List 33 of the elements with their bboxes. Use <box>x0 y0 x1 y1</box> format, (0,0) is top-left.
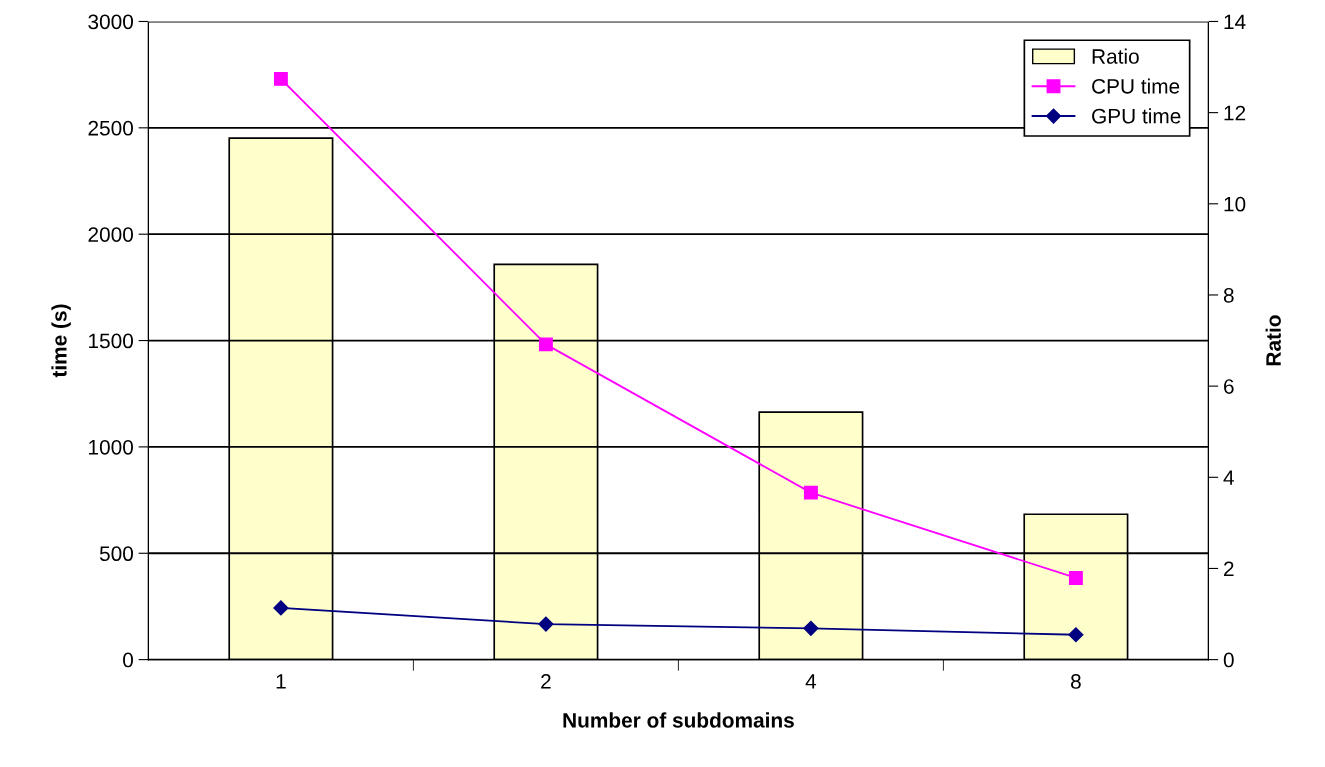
legend-label: Ratio <box>1092 48 1139 64</box>
y2-tick-label: 2 <box>1224 561 1234 577</box>
y2-tick-label: 8 <box>1223 287 1234 303</box>
x-tick-label: 8 <box>1071 674 1081 689</box>
x-tick-label: 4 <box>805 674 817 689</box>
y-tick-label: 1500 <box>89 333 134 349</box>
y2-tick-label: 4 <box>1223 470 1234 485</box>
x-axis-title: Number of subdomains <box>563 712 794 728</box>
point <box>538 337 553 352</box>
y-tick-label: 2500 <box>88 120 134 136</box>
y2-tick-label: 14 <box>1224 14 1246 30</box>
point <box>273 71 288 86</box>
point <box>273 600 289 616</box>
point <box>1068 627 1084 643</box>
x-tick-label: 2 <box>541 674 551 689</box>
point <box>538 616 554 632</box>
point <box>803 485 818 500</box>
legend-label: CPU time <box>1092 78 1180 94</box>
point <box>803 620 819 636</box>
y-tick-label: 3000 <box>88 14 134 30</box>
y-tick-label: 2000 <box>88 227 134 242</box>
y2-tick-label: 0 <box>1223 652 1234 668</box>
legend-label: GPU time <box>1092 108 1181 124</box>
y2-tick-label: 12 <box>1224 105 1246 121</box>
y2-axis-title: Ratio <box>1265 315 1281 366</box>
y2-tick-label: 6 <box>1224 379 1234 394</box>
y-tick-label: 0 <box>123 652 133 668</box>
x-tick-label: 1 <box>276 674 286 689</box>
y2-tick-label: 10 <box>1224 196 1246 212</box>
y-tick-label: 500 <box>99 546 134 562</box>
y-tick-label: 1000 <box>89 439 134 455</box>
point <box>1068 570 1083 585</box>
y-axis-title: time (s) <box>51 304 71 378</box>
